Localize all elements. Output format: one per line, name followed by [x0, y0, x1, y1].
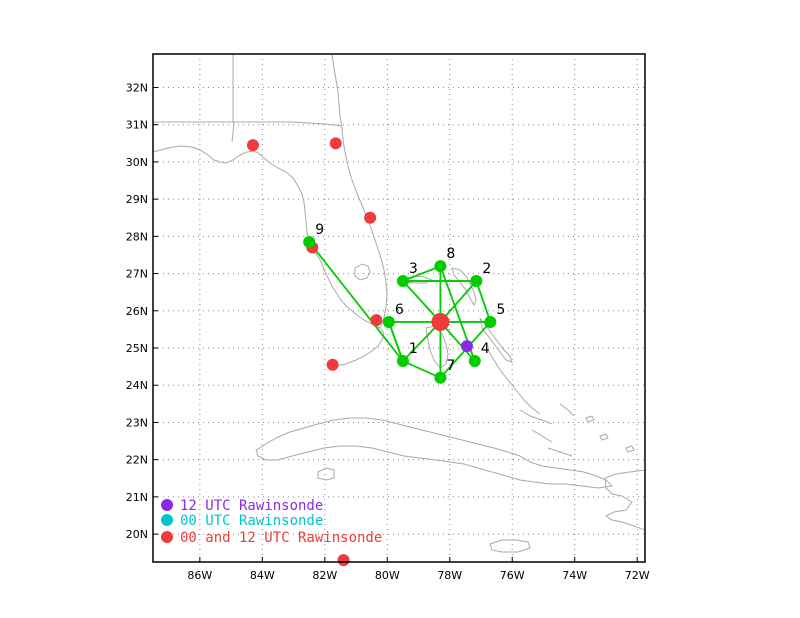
- dropsonde-label: 5: [496, 302, 505, 318]
- exumas: [487, 349, 575, 457]
- georgia-coast: [331, 54, 343, 129]
- y-tick-label: 24N: [126, 379, 148, 392]
- dropsonde-point: [434, 260, 447, 273]
- florida-east-coast: [341, 127, 388, 329]
- rawinsonde-12utc-point: [460, 340, 473, 353]
- plot-border: [152, 53, 646, 563]
- eleuthera: [479, 317, 513, 363]
- dropsonde-label: 4: [481, 341, 490, 357]
- x-tick-label: 86W: [187, 569, 212, 582]
- x-tick-label: 84W: [250, 569, 275, 582]
- dropsonde-point: [470, 275, 483, 288]
- dropsonde-label: 8: [446, 246, 455, 262]
- y-tick-label: 31N: [126, 119, 148, 132]
- jamaica: [489, 539, 531, 553]
- y-tick-label: 26N: [126, 305, 148, 318]
- observation-points: 1 2 3 4 5 6 7 8 9: [246, 137, 505, 567]
- dropsonde-point: [382, 315, 395, 328]
- rawinsonde-00-12utc-point: [326, 358, 339, 371]
- y-tick-label: 22N: [126, 454, 148, 467]
- rawinsonde-00-12utc-point: [370, 314, 383, 327]
- y-tick-label: 28N: [126, 230, 148, 243]
- y-tick-label: 32N: [126, 81, 148, 94]
- spoke-line: [402, 321, 442, 362]
- dropsonde-point: [303, 235, 316, 248]
- dropsonde-label: 2: [482, 261, 491, 277]
- spoke-line: [402, 280, 442, 323]
- dropsonde-label: 9: [315, 222, 324, 238]
- y-tick-label: 21N: [126, 491, 148, 504]
- hispaniola: [604, 469, 645, 531]
- dropsonde-point: [484, 315, 497, 328]
- dropsonde-point: [434, 371, 447, 384]
- lake-okeechobee: [354, 263, 371, 281]
- axis-ticks: 86W 84W 82W 80W 78W 76W 74W 72W 20N 21N 22N 23N 24N 2…: [126, 81, 650, 582]
- legend-label-12utc: 12 UTC Rawinsonde: [180, 498, 323, 514]
- rawinsonde-00-12utc-point: [329, 137, 342, 150]
- coastlines: [153, 54, 645, 553]
- legend-marker-00-12utc: [161, 531, 173, 543]
- x-tick-label: 76W: [500, 569, 525, 582]
- storm-center-marker: [431, 312, 450, 331]
- dropsonde-label: 1: [409, 341, 418, 357]
- florida-west-coast: [153, 145, 381, 329]
- isle-of-youth: [317, 467, 335, 481]
- y-tick-label: 30N: [126, 156, 148, 169]
- x-tick-label: 78W: [437, 569, 462, 582]
- dropsonde-point: [396, 355, 409, 368]
- dropsonde-point: [468, 355, 481, 368]
- x-tick-label: 74W: [562, 569, 587, 582]
- track-line: [308, 241, 492, 379]
- rawinsonde-00-12utc-point: [337, 554, 350, 567]
- andros: [425, 325, 449, 369]
- legend: 12 UTC Rawinsonde 00 UTC Rawinsonde 00 a…: [161, 498, 382, 546]
- turks-islands: [585, 415, 635, 453]
- y-tick-label: 20N: [126, 528, 148, 541]
- y-tick-label: 25N: [126, 342, 148, 355]
- legend-label-00utc: 00 UTC Rawinsonde: [180, 513, 323, 529]
- rawinsonde-00-12utc-point: [364, 211, 377, 224]
- dropsonde-label: 7: [446, 358, 455, 374]
- state-borders: [153, 54, 343, 143]
- rawinsonde-00-12utc-point: [246, 139, 259, 152]
- map-plot-area: [153, 54, 645, 562]
- y-tick-label: 23N: [126, 416, 148, 429]
- dropsonde-label: 3: [409, 261, 418, 277]
- x-tick-label: 80W: [375, 569, 400, 582]
- dropsonde-point: [396, 275, 409, 288]
- legend-marker-12utc: [161, 499, 173, 511]
- gridlines: [153, 54, 645, 562]
- x-tick-label: 72W: [625, 569, 650, 582]
- y-tick-label: 29N: [126, 193, 148, 206]
- cuba: [255, 417, 614, 489]
- y-tick-label: 27N: [126, 268, 148, 281]
- x-tick-label: 82W: [312, 569, 337, 582]
- legend-marker-00utc: [161, 514, 173, 526]
- spoke-line: [439, 280, 477, 323]
- track-segment: [388, 321, 404, 362]
- legend-label-00-12utc: 00 and 12 UTC Rawinsonde: [180, 530, 382, 546]
- dropsonde-label: 6: [395, 302, 404, 318]
